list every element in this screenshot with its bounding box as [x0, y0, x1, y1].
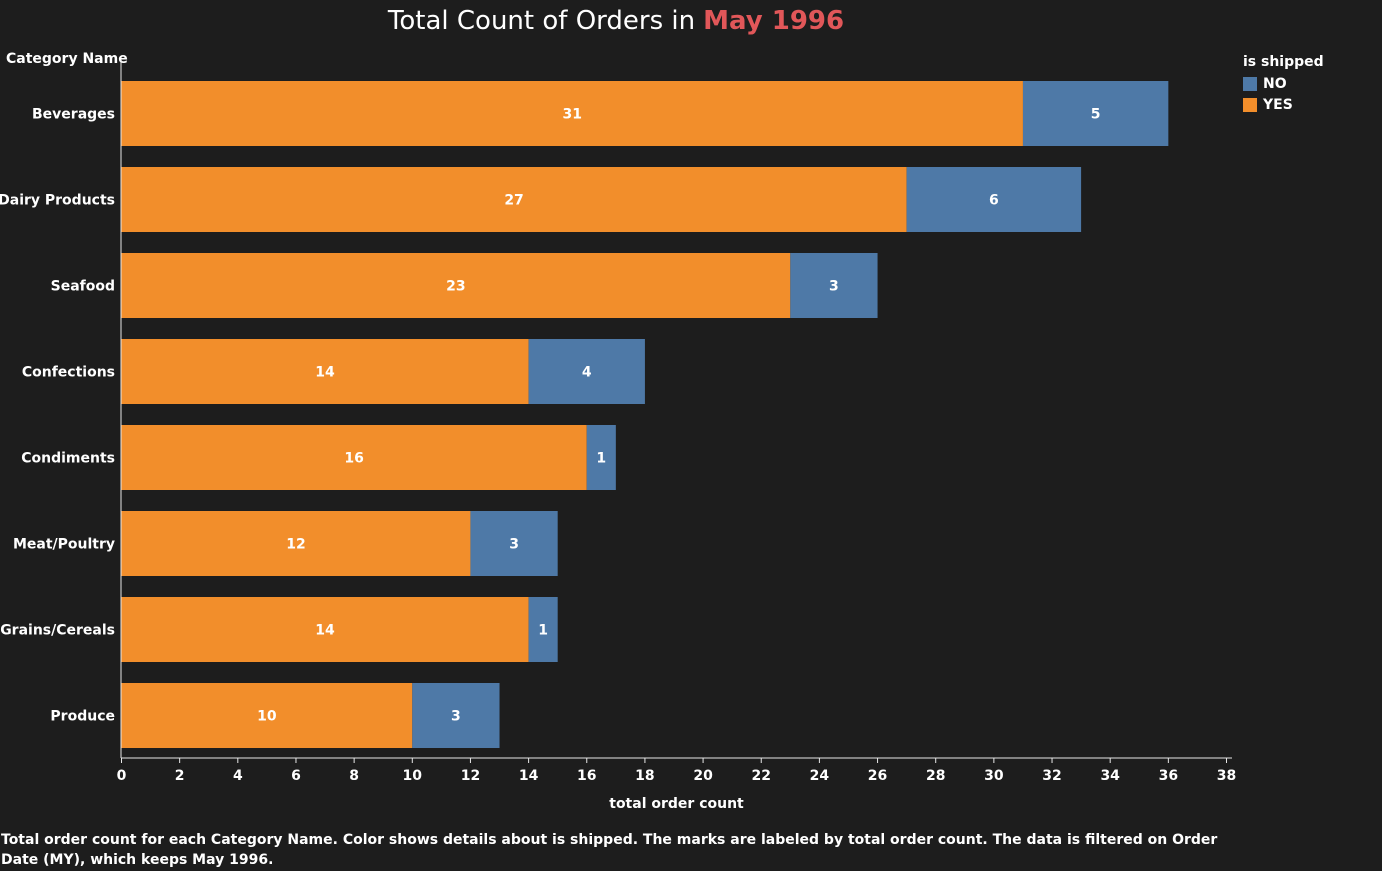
legend-title: is shipped — [1243, 54, 1324, 70]
bar-value-label: 12 — [286, 537, 305, 553]
category-label: Grains/Cereals — [0, 623, 115, 639]
category-label: Produce — [50, 709, 115, 725]
category-label: Seafood — [51, 279, 115, 295]
bar-value-label: 3 — [829, 279, 839, 295]
bar-value-label: 5 — [1091, 107, 1101, 123]
bar-value-label: 23 — [446, 279, 465, 295]
bar-yes[interactable] — [121, 425, 587, 490]
x-tick-label: 4 — [233, 768, 243, 784]
x-tick-label: 26 — [868, 768, 887, 784]
title-prefix: Total Count of Orders in — [387, 6, 696, 36]
legend-item-no[interactable]: NO — [1243, 73, 1324, 94]
bar-value-label: 1 — [538, 623, 548, 639]
x-tick-label: 0 — [117, 768, 127, 784]
x-axis-title: total order count — [609, 796, 744, 812]
bar-yes[interactable] — [121, 511, 471, 576]
bar-value-label: 6 — [989, 193, 999, 209]
bar-value-label: 16 — [344, 451, 363, 467]
chart-caption: Total order count for each Category Name… — [1, 832, 1218, 868]
x-tick-label: 36 — [1159, 768, 1178, 784]
legend-label-no: NO — [1263, 75, 1287, 92]
x-tick-label: 10 — [403, 768, 423, 784]
bar-value-label: 10 — [257, 709, 277, 725]
x-tick-label: 22 — [751, 768, 770, 784]
bar-yes[interactable] — [121, 339, 529, 404]
bar-no[interactable] — [790, 253, 878, 318]
category-label: Dairy Products — [0, 193, 115, 209]
x-tick-label: 16 — [577, 768, 596, 784]
chart-title: Total Count of Orders in May 1996 — [0, 6, 1232, 36]
bar-no[interactable] — [528, 339, 645, 404]
x-tick-label: 24 — [810, 768, 830, 784]
x-tick-label: 38 — [1217, 768, 1236, 784]
bar-value-label: 3 — [509, 537, 519, 553]
x-tick-label: 20 — [693, 768, 713, 784]
bar-yes[interactable] — [121, 253, 791, 318]
title-highlight: May 1996 — [703, 6, 845, 36]
bar-yes[interactable] — [121, 167, 907, 232]
x-tick-label: 6 — [291, 768, 301, 784]
x-tick-label: 12 — [461, 768, 480, 784]
x-tick-label: 28 — [926, 768, 945, 784]
bar-value-label: 27 — [504, 193, 523, 209]
bar-no[interactable] — [586, 425, 616, 490]
bar-no[interactable] — [906, 167, 1082, 232]
category-label: Confections — [22, 365, 115, 381]
bar-no[interactable] — [412, 683, 500, 748]
category-label: Beverages — [32, 107, 115, 123]
bar-no[interactable] — [1022, 81, 1169, 146]
bar-no[interactable] — [470, 511, 558, 576]
x-tick-label: 18 — [635, 768, 654, 784]
bar-value-label: 14 — [315, 623, 335, 639]
bar-yes[interactable] — [121, 597, 529, 662]
bar-value-label: 14 — [315, 365, 335, 381]
bar-value-label: 4 — [582, 365, 592, 381]
bar-value-label: 3 — [451, 709, 461, 725]
x-tick-label: 14 — [519, 768, 539, 784]
legend-swatch-no — [1243, 76, 1257, 91]
bar-yes[interactable] — [121, 81, 1023, 146]
x-tick-label: 34 — [1100, 768, 1120, 784]
category-label: Meat/Poultry — [13, 537, 115, 553]
x-tick-label: 32 — [1042, 768, 1061, 784]
bar-value-label: 31 — [562, 107, 581, 123]
bar-value-label: 1 — [596, 451, 606, 467]
bar-yes[interactable] — [121, 683, 413, 748]
x-tick-label: 8 — [349, 768, 359, 784]
legend-label-yes: YES — [1263, 96, 1293, 113]
legend-item-yes[interactable]: YES — [1243, 94, 1324, 115]
category-axis-header: Category Name — [6, 51, 128, 67]
x-tick-label: 2 — [175, 768, 185, 784]
x-tick-label: 30 — [984, 768, 1004, 784]
bar-no[interactable] — [528, 597, 558, 662]
legend: is shipped NO YES — [1243, 54, 1324, 115]
category-label: Condiments — [21, 451, 115, 467]
legend-swatch-yes — [1243, 97, 1257, 112]
